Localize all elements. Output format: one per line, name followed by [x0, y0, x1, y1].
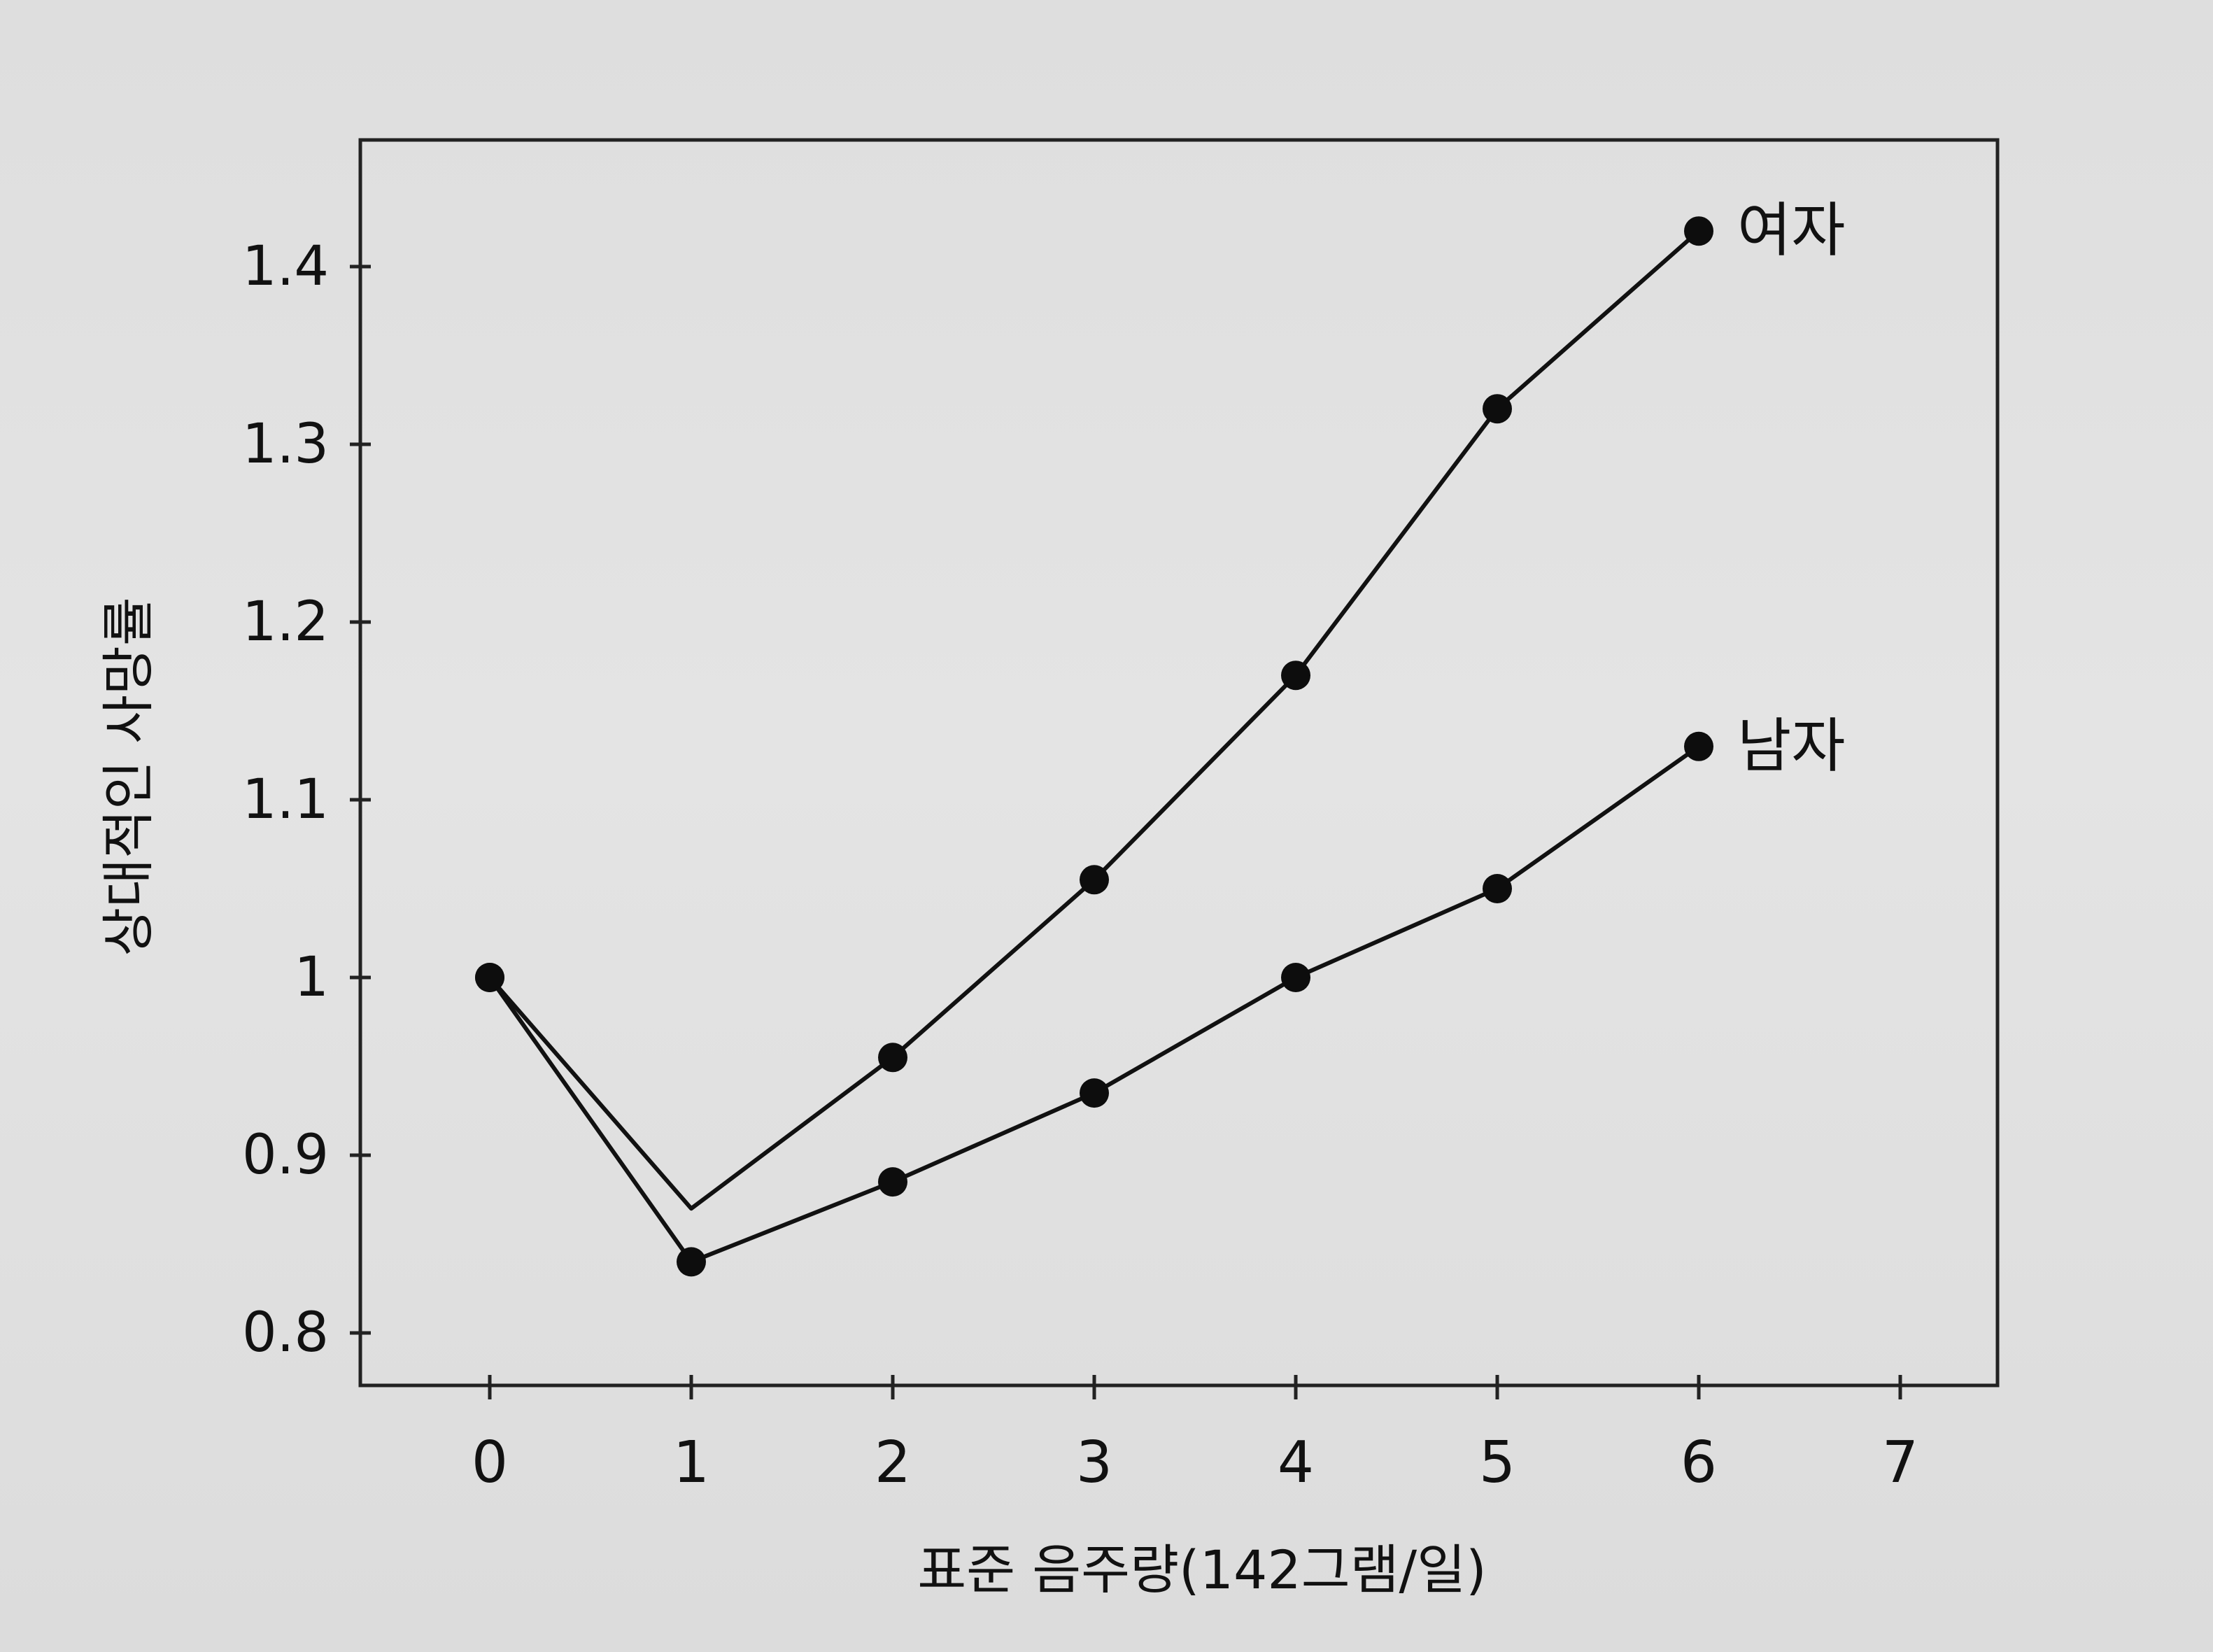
data-point [1483, 874, 1512, 903]
x-tick-label: 6 [1681, 1429, 1717, 1496]
y-tick-label: 1 [294, 946, 329, 1009]
data-point [1080, 1078, 1109, 1108]
y-tick-label: 1.2 [242, 591, 329, 654]
series-label: 남자 [1737, 712, 1846, 780]
x-tick-label: 3 [1076, 1429, 1112, 1496]
x-axis-title: 표준 음주량(142그램/일) [917, 1539, 1487, 1601]
data-point [1281, 963, 1310, 992]
x-tick-label: 5 [1479, 1429, 1515, 1496]
y-tick-label: 1.4 [242, 235, 329, 298]
data-point [878, 1043, 907, 1073]
data-point [1080, 865, 1109, 895]
y-axis-title: 상대적인 사망률 [97, 597, 160, 956]
x-tick-label: 4 [1278, 1429, 1314, 1496]
data-point [1684, 216, 1713, 246]
data-point [677, 1247, 706, 1277]
x-tick-label: 7 [1882, 1429, 1918, 1496]
x-axis: 0 1 2 3 4 5 6 7 [472, 1375, 1918, 1496]
y-tick-label: 1.1 [242, 768, 329, 831]
data-point [1483, 394, 1512, 424]
y-tick-label: 0.8 [242, 1301, 329, 1364]
data-point [878, 1167, 907, 1197]
data-point [475, 963, 504, 992]
y-axis: 0.8 0.9 1 1.1 1.2 1.3 1.4 [242, 235, 371, 1364]
data-point [1684, 731, 1713, 761]
data-point [1281, 661, 1310, 691]
series-line [488, 229, 1700, 1211]
y-tick-label: 0.9 [242, 1124, 329, 1187]
series-markers [475, 216, 1713, 1277]
x-tick-label: 2 [875, 1429, 911, 1496]
y-tick-label: 1.3 [242, 413, 329, 476]
plot-frame [358, 138, 2000, 1388]
x-tick-label: 1 [673, 1429, 709, 1496]
x-tick-label: 0 [472, 1429, 508, 1496]
series-label: 여자 [1737, 196, 1846, 264]
